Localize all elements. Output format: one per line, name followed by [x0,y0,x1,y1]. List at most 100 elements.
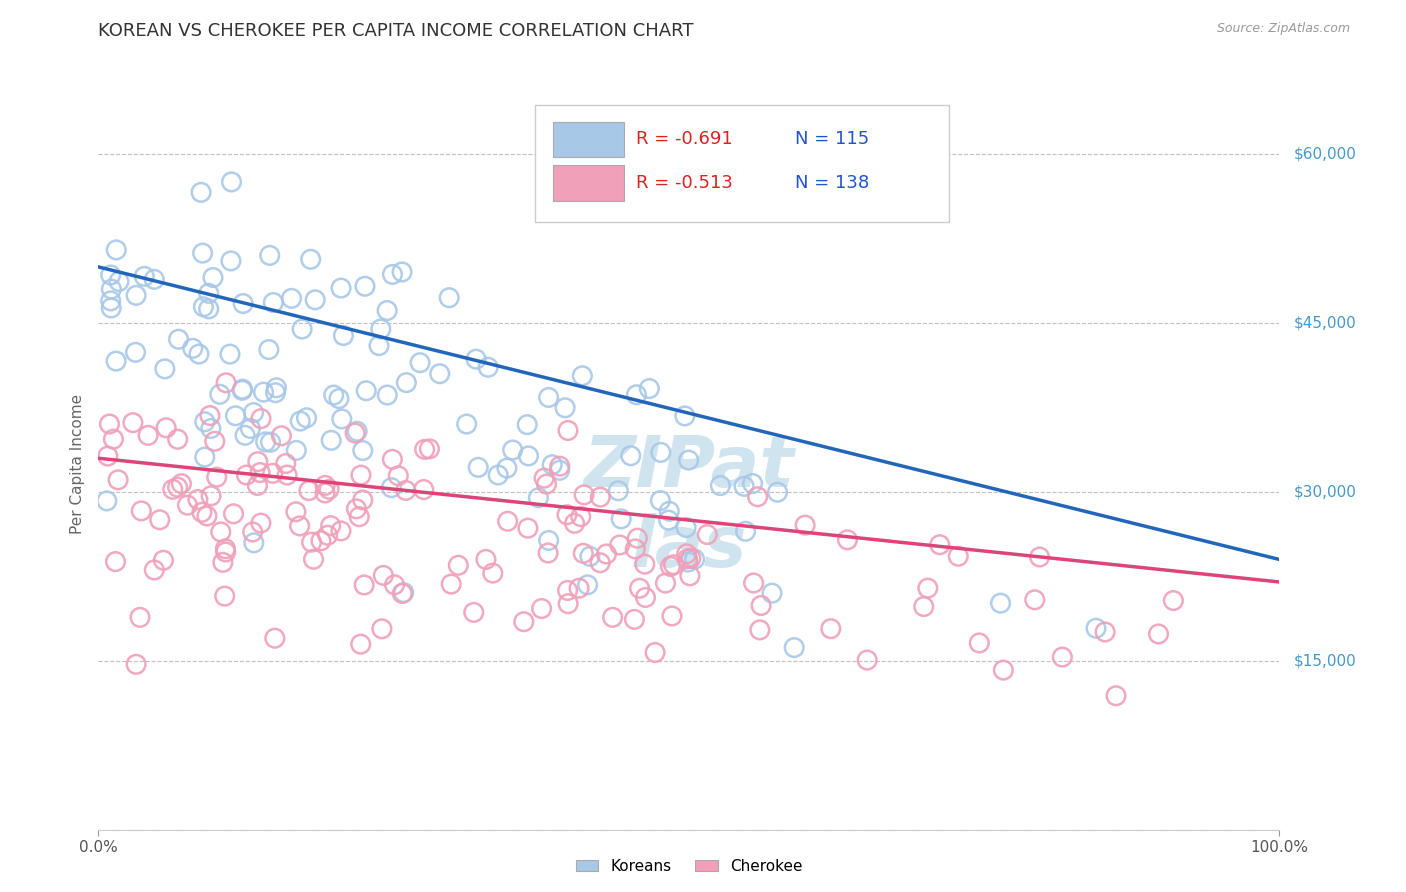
Point [579,549,602,564]
Point [912,599,935,614]
Point [628,582,651,596]
Point [662,558,685,572]
Point [219,254,242,268]
Point [384,578,406,592]
Point [541,458,564,472]
Point [125,657,148,672]
Point [475,552,498,566]
Point [1163,593,1185,607]
Text: $30,000: $30,000 [1294,484,1357,500]
Point [284,505,307,519]
Point [314,478,336,492]
Point [222,507,245,521]
Point [191,505,214,519]
Point [285,443,308,458]
Point [447,558,470,573]
Point [152,553,174,567]
Point [221,175,243,189]
Point [246,478,269,492]
Point [344,425,367,440]
Point [387,468,409,483]
Point [820,622,842,636]
Point [298,483,321,498]
Point [749,599,772,613]
Point [413,442,436,457]
Point [190,186,212,200]
Point [249,466,271,480]
Point [299,252,322,267]
Point [354,279,377,293]
Point [104,555,127,569]
Point [291,322,314,336]
Point [794,518,817,533]
Point [246,455,269,469]
Point [465,352,488,367]
Point [502,443,524,458]
Point [96,494,118,508]
Text: Source: ZipAtlas.com: Source: ZipAtlas.com [1216,22,1350,36]
Point [917,581,939,595]
Point [143,563,166,577]
Point [270,429,292,443]
Point [212,555,235,569]
Point [733,479,755,493]
Point [274,457,297,471]
Point [463,606,485,620]
Point [252,385,274,400]
Point [948,549,970,564]
Point [181,341,204,355]
Point [429,367,451,381]
Point [761,586,783,600]
Point [242,406,264,420]
Point [131,504,153,518]
Point [194,450,217,464]
Point [250,516,273,530]
Point [742,576,765,591]
Point [214,541,236,556]
Point [200,489,222,503]
Point [734,524,756,539]
Point [634,557,657,571]
Point [193,300,215,314]
Point [626,388,648,402]
Point [153,362,176,376]
Point [709,478,731,492]
Point [231,382,253,396]
Point [122,416,145,430]
Point [557,424,579,438]
Point [198,409,221,423]
Text: N = 138: N = 138 [796,174,869,192]
Point [571,368,593,383]
Point [239,421,262,435]
Point [568,581,591,595]
Point [166,480,188,494]
Point [589,490,612,504]
Point [527,491,550,505]
Point [375,303,398,318]
Point [235,468,257,483]
Point [1052,650,1074,665]
Point [659,559,682,574]
Point [346,424,368,438]
Point [295,410,318,425]
Point [609,538,631,552]
Point [100,301,122,315]
Point [191,246,214,260]
Point [607,483,630,498]
Point [679,568,702,582]
Point [654,576,676,591]
Point [352,443,374,458]
Point [321,434,343,448]
Point [572,488,595,502]
Point [108,275,131,289]
Point [675,520,697,534]
Point [1024,592,1046,607]
Point [209,524,232,539]
Point [477,360,499,375]
Point [530,601,553,615]
Point [194,415,217,429]
Point [856,653,879,667]
Point [288,519,311,533]
Point [107,473,129,487]
Point [1028,549,1050,564]
